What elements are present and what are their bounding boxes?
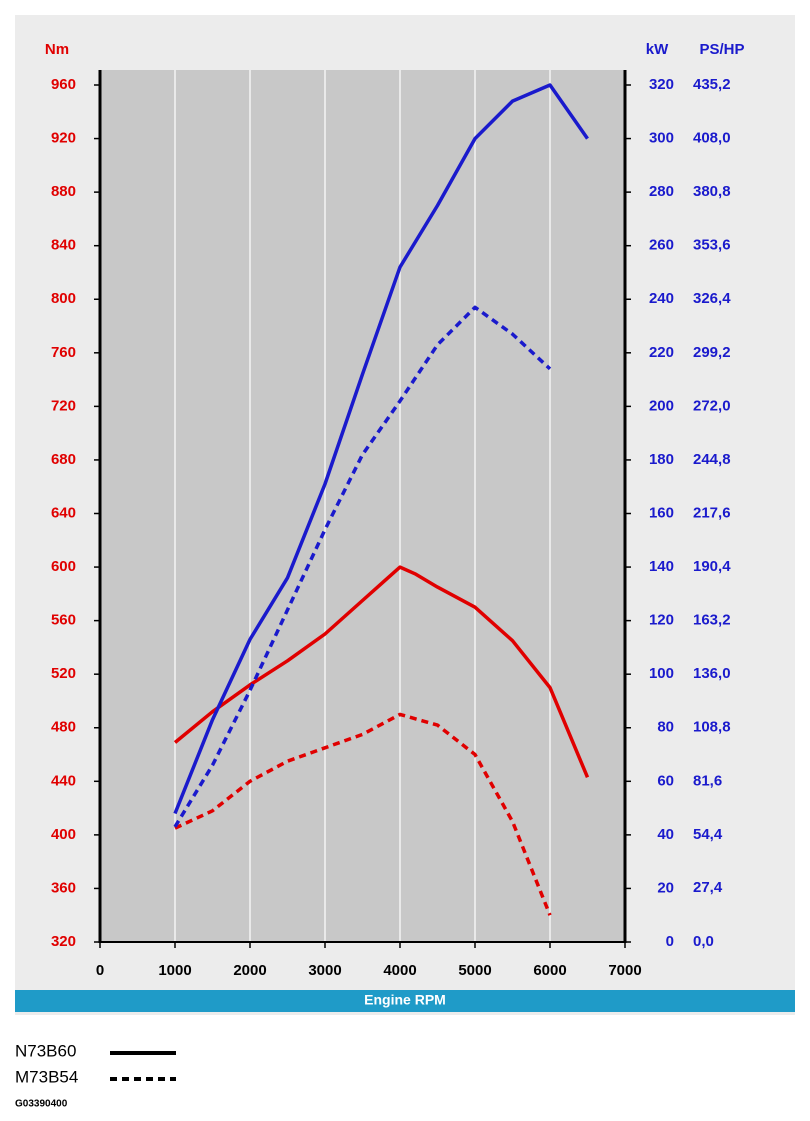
x-tick-label: 1000 [158, 962, 191, 979]
y3-tick-label: 27,4 [693, 879, 723, 896]
y-tick-label: 960 [51, 76, 76, 93]
y3-tick-label: 435,2 [693, 76, 731, 93]
y-tick-label: 880 [51, 183, 76, 200]
y2-tick-label: 20 [657, 879, 674, 896]
x-tick-label: 7000 [608, 962, 641, 979]
y-tick-label: 400 [51, 826, 76, 843]
y3-tick-label: 81,6 [693, 772, 722, 789]
y-tick-label: 680 [51, 451, 76, 468]
x-axis-label: Engine RPM [364, 992, 446, 1008]
y-tick-label: 720 [51, 397, 76, 414]
y2-tick-label: 220 [649, 344, 674, 361]
y2-tick-label: 0 [666, 933, 674, 950]
y3-tick-label: 353,6 [693, 237, 731, 254]
y3-tick-label: 163,2 [693, 612, 731, 629]
x-axis-band [15, 990, 795, 1012]
y3-tick-label: 272,0 [693, 397, 731, 414]
y2-tick-label: 60 [657, 772, 674, 789]
y2-axis-label: kW [646, 41, 669, 58]
y3-tick-label: 54,4 [693, 826, 723, 843]
y3-axis-label: PS/HP [699, 41, 744, 58]
y-tick-label: 560 [51, 612, 76, 629]
y2-tick-label: 80 [657, 719, 674, 736]
y3-tick-label: 380,8 [693, 183, 731, 200]
y-tick-label: 800 [51, 290, 76, 307]
y3-tick-label: 299,2 [693, 344, 731, 361]
line [173, 565, 590, 778]
y2-tick-label: 40 [657, 826, 674, 843]
y-tick-label: 840 [51, 237, 76, 254]
y3-tick-label: 0,0 [693, 933, 714, 950]
y3-tick-label: 136,0 [693, 665, 731, 682]
legend-label: M73B54 [15, 1067, 78, 1086]
y-tick-label: 520 [51, 665, 76, 682]
y2-tick-label: 120 [649, 612, 674, 629]
y3-tick-label: 408,0 [693, 130, 731, 147]
y-tick-label: 440 [51, 772, 76, 789]
x-tick-label: 2000 [233, 962, 266, 979]
y-tick-label: 920 [51, 130, 76, 147]
y2-tick-label: 200 [649, 397, 674, 414]
y-tick-label: 640 [51, 504, 76, 521]
y2-tick-label: 100 [649, 665, 674, 682]
line [173, 305, 552, 828]
y2-tick-label: 140 [649, 558, 674, 575]
y-tick-label: 480 [51, 719, 76, 736]
y-tick-label: 760 [51, 344, 76, 361]
y2-tick-label: 160 [649, 504, 674, 521]
y3-tick-label: 244,8 [693, 451, 731, 468]
footnote: G03390400 [15, 1099, 68, 1110]
legend-label: N73B60 [15, 1041, 76, 1060]
y-tick-label: 600 [51, 558, 76, 575]
x-tick-label: 4000 [383, 962, 416, 979]
x-tick-label: 5000 [458, 962, 491, 979]
y2-tick-label: 240 [649, 290, 674, 307]
line [174, 712, 552, 916]
y2-tick-label: 180 [649, 451, 674, 468]
plot-area [100, 70, 625, 942]
y-tick-label: 360 [51, 879, 76, 896]
y3-tick-label: 217,6 [693, 504, 731, 521]
y-axis-label: Nm [45, 41, 69, 58]
y2-tick-label: 280 [649, 183, 674, 200]
x-tick-label: 0 [96, 962, 104, 979]
y3-tick-label: 190,4 [693, 558, 731, 575]
y3-tick-label: 326,4 [693, 290, 731, 307]
x-tick-label: 6000 [533, 962, 566, 979]
y2-tick-label: 300 [649, 130, 674, 147]
x-tick-label: 3000 [308, 962, 341, 979]
y2-tick-label: 260 [649, 237, 674, 254]
y3-tick-label: 108,8 [693, 719, 731, 736]
line [173, 83, 589, 815]
y2-tick-label: 320 [649, 76, 674, 93]
y-tick-label: 320 [51, 933, 76, 950]
